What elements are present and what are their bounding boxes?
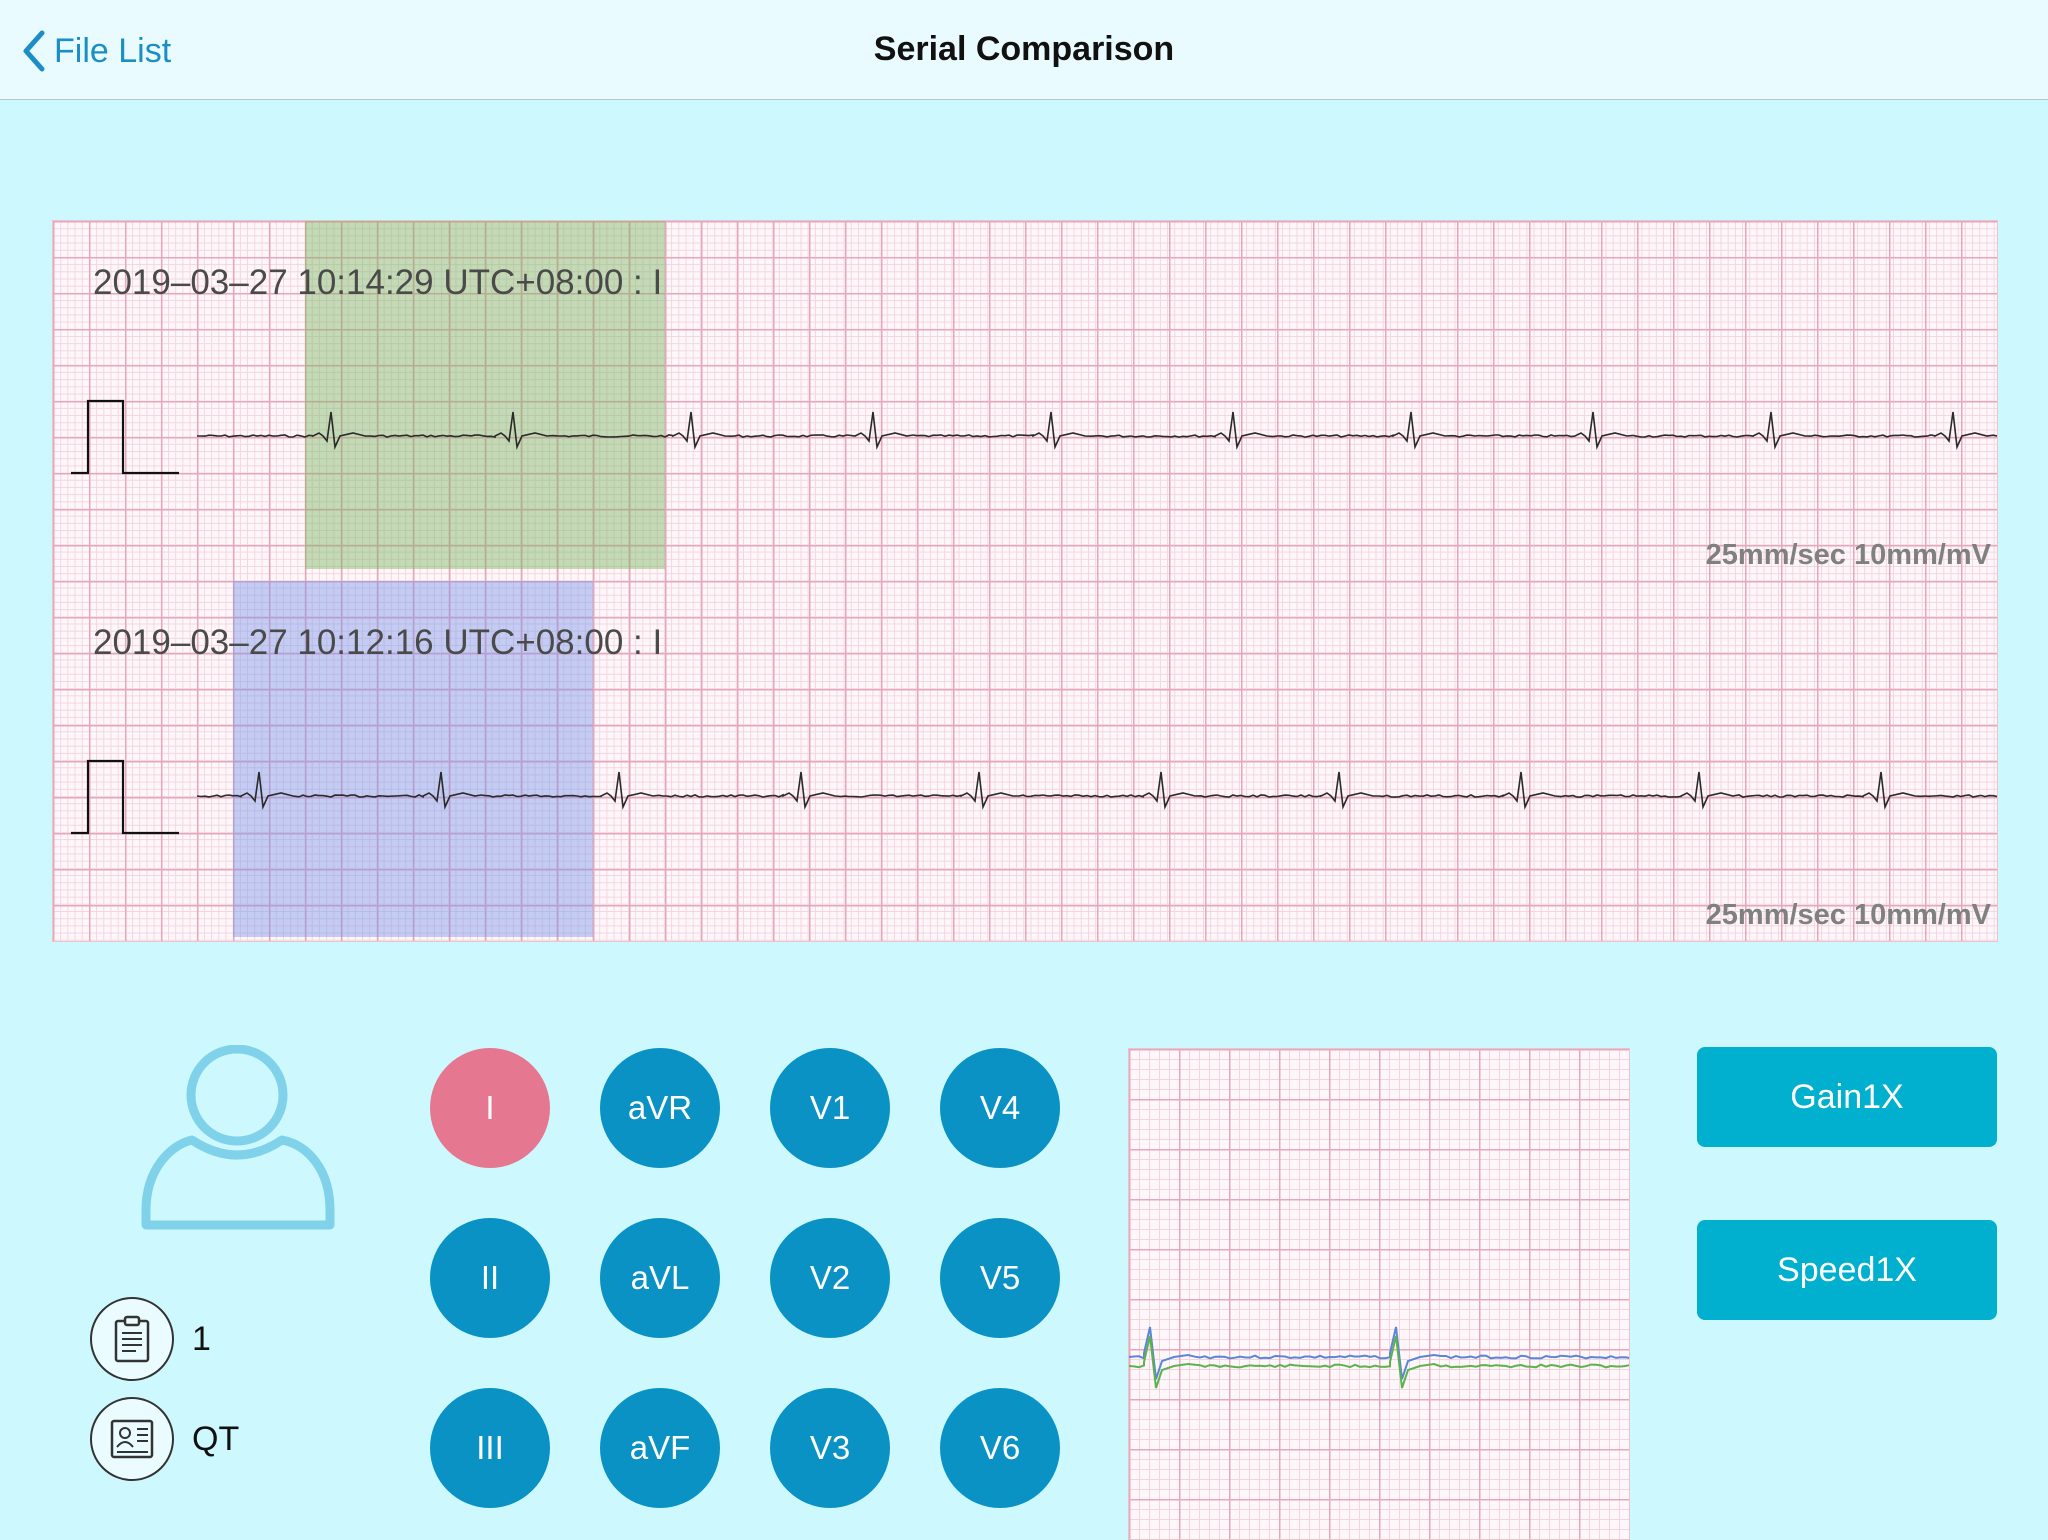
lead-button-V6[interactable]: V6 xyxy=(940,1388,1060,1508)
calibration-pulse xyxy=(71,399,179,475)
lead-button-V1[interactable]: V1 xyxy=(770,1048,890,1168)
ecg-trace-strip-1 xyxy=(197,411,1997,450)
selection-window-strip-2[interactable] xyxy=(233,581,593,937)
overlay-trace-1 xyxy=(1129,1326,1629,1380)
overlay-traces xyxy=(1129,1326,1629,1389)
strip-2-scale: 25mm/sec 10mm/mV xyxy=(1705,899,1991,931)
strip-1-scale: 25mm/sec 10mm/mV xyxy=(1705,539,1991,571)
id-card-icon[interactable] xyxy=(90,1397,174,1481)
speed-button[interactable]: Speed1X xyxy=(1697,1220,1997,1320)
navigation-bar: Serial Comparison File List xyxy=(0,0,2048,100)
lead-button-V4[interactable]: V4 xyxy=(940,1048,1060,1168)
lead-button-aVL[interactable]: aVL xyxy=(600,1218,720,1338)
lead-button-aVR[interactable]: aVR xyxy=(600,1048,720,1168)
report-id-value: 1 xyxy=(192,1319,211,1358)
lead-button-I[interactable]: I xyxy=(430,1048,550,1168)
calibration-pulse xyxy=(71,759,179,835)
lead-button-aVF[interactable]: aVF xyxy=(600,1388,720,1508)
ecg-traces xyxy=(71,399,1997,835)
qt-row: QT xyxy=(90,1397,239,1481)
strip-2-label: 2019–03–27 10:12:16 UTC+08:00 : I xyxy=(93,623,663,662)
lead-button-V2[interactable]: V2 xyxy=(770,1218,890,1338)
report-id-row: 1 xyxy=(90,1297,211,1381)
gain-button[interactable]: Gain1X xyxy=(1697,1047,1997,1147)
selection-window-strip-1[interactable] xyxy=(305,221,665,569)
lead-button-V5[interactable]: V5 xyxy=(940,1218,1060,1338)
lead-button-V3[interactable]: V3 xyxy=(770,1388,890,1508)
ecg-comparison-panel[interactable]: 2019–03–27 10:14:29 UTC+08:00 : I 25mm/s… xyxy=(52,220,1998,942)
page-title: Serial Comparison xyxy=(873,30,1175,68)
chevron-left-icon xyxy=(23,30,45,72)
ecg-trace-strip-2 xyxy=(196,771,1997,810)
qt-label: QT xyxy=(192,1419,240,1458)
back-button-label: File List xyxy=(54,31,172,70)
strip-1-label: 2019–03–27 10:14:29 UTC+08:00 : I xyxy=(93,263,663,302)
back-button[interactable]: File List xyxy=(22,28,171,74)
overlay-comparison-panel xyxy=(1128,1048,1630,1540)
user-avatar-icon xyxy=(140,1044,340,1235)
lead-button-III[interactable]: III xyxy=(430,1388,550,1508)
overlay-trace-2 xyxy=(1129,1335,1629,1389)
lead-button-II[interactable]: II xyxy=(430,1218,550,1338)
clipboard-icon[interactable] xyxy=(90,1297,174,1381)
